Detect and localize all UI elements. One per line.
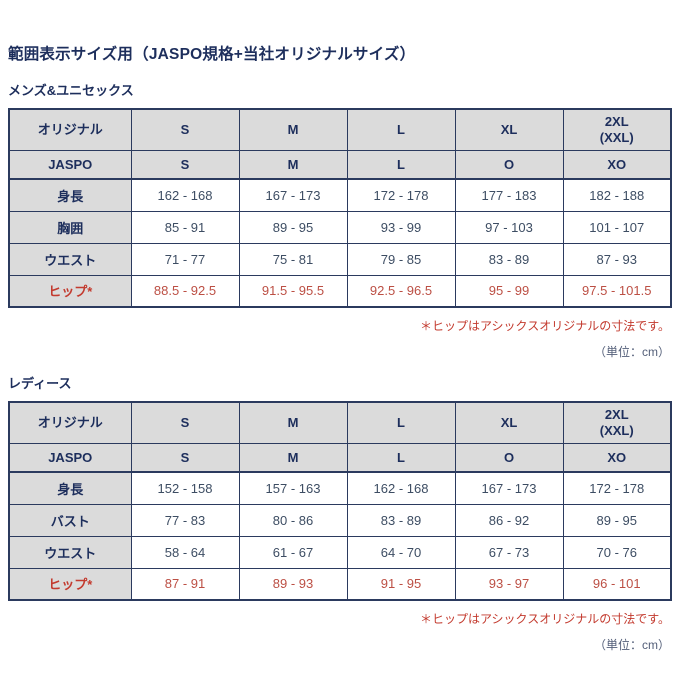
hip-footnote-mens: ＊ヒップはアシックスオリジナルの寸法です。 [420, 319, 670, 333]
size-header-cell: L [346, 443, 456, 473]
size-header-cell: XL [454, 108, 564, 151]
size-header-cell: O [454, 150, 564, 180]
size-cell: 93 - 97 [454, 567, 564, 601]
size-cell: 95 - 99 [454, 274, 564, 308]
mens-size-table: オリジナル S M L XL 2XL (XXL) JASPO S M L O X… [8, 108, 672, 308]
size-cell: 88.5 - 92.5 [130, 274, 240, 308]
size-cell: 79 - 85 [346, 242, 456, 276]
size-cell: 83 - 89 [346, 503, 456, 537]
size-cell: 77 - 83 [130, 503, 240, 537]
size-header-cell: L [346, 401, 456, 444]
size-header-cell: M [238, 401, 348, 444]
table-row: 胸囲 85 - 91 89 - 95 93 - 99 97 - 103 101 … [8, 210, 672, 244]
size-cell: 162 - 168 [346, 471, 456, 505]
size-cell: 182 - 188 [562, 178, 672, 212]
size-cell: 80 - 86 [238, 503, 348, 537]
table-row: 身長 162 - 168 167 - 173 172 - 178 177 - 1… [8, 178, 672, 212]
table-row: JASPO S M L O XO [8, 443, 672, 473]
size-cell: 87 - 91 [130, 567, 240, 601]
size-header-cell: 2XL (XXL) [562, 108, 672, 151]
row-header-cell: ヒップ* [8, 567, 132, 601]
size-cell: 97.5 - 101.5 [562, 274, 672, 308]
hip-footnote-ladies: ＊ヒップはアシックスオリジナルの寸法です。 [420, 612, 670, 626]
size-cell: 167 - 173 [454, 471, 564, 505]
size-header-cell: XO [562, 150, 672, 180]
size-cell: 162 - 168 [130, 178, 240, 212]
size-cell: 167 - 173 [238, 178, 348, 212]
size-cell: 89 - 95 [238, 210, 348, 244]
size-cell: 86 - 92 [454, 503, 564, 537]
row-header-cell: JASPO [8, 443, 132, 473]
size-cell: 70 - 76 [562, 535, 672, 569]
size-cell: 97 - 103 [454, 210, 564, 244]
table-row-hip: ヒップ* 87 - 91 89 - 93 91 - 95 93 - 97 96 … [8, 567, 672, 601]
size-cell: 89 - 95 [562, 503, 672, 537]
section-title-ladies: レディース [8, 376, 72, 391]
size-header-cell: XO [562, 443, 672, 473]
size-header-cell: S [130, 443, 240, 473]
size-header-cell: XL [454, 401, 564, 444]
row-header-cell: JASPO [8, 150, 132, 180]
table-row-hip: ヒップ* 88.5 - 92.5 91.5 - 95.5 92.5 - 96.5… [8, 274, 672, 308]
row-header-cell: オリジナル [8, 108, 132, 151]
size-cell: 172 - 178 [562, 471, 672, 505]
size-header-cell: S [130, 108, 240, 151]
size-cell: 87 - 93 [562, 242, 672, 276]
section-title-mens: メンズ&ユニセックス [8, 83, 134, 98]
size-cell: 58 - 64 [130, 535, 240, 569]
row-header-cell: 身長 [8, 178, 132, 212]
row-header-cell: 身長 [8, 471, 132, 505]
unit-note-mens: （単位：cm） [594, 345, 670, 359]
size-cell: 83 - 89 [454, 242, 564, 276]
row-header-cell: オリジナル [8, 401, 132, 444]
table-row: JASPO S M L O XO [8, 150, 672, 180]
size-cell: 61 - 67 [238, 535, 348, 569]
size-header-cell: L [346, 108, 456, 151]
page-title: 範囲表示サイズ用（JASPO規格+当社オリジナルサイズ） [8, 46, 416, 63]
size-cell: 93 - 99 [346, 210, 456, 244]
size-cell: 96 - 101 [562, 567, 672, 601]
size-header-cell: S [130, 401, 240, 444]
table-row: 身長 152 - 158 157 - 163 162 - 168 167 - 1… [8, 471, 672, 505]
row-header-cell: 胸囲 [8, 210, 132, 244]
ladies-size-table: オリジナル S M L XL 2XL (XXL) JASPO S M L O X… [8, 401, 672, 601]
unit-note-ladies: （単位：cm） [594, 638, 670, 652]
table-row: バスト 77 - 83 80 - 86 83 - 89 86 - 92 89 -… [8, 503, 672, 537]
table-row: オリジナル S M L XL 2XL (XXL) [8, 108, 672, 151]
size-cell: 177 - 183 [454, 178, 564, 212]
size-cell: 172 - 178 [346, 178, 456, 212]
row-header-cell: ウエスト [8, 242, 132, 276]
size-cell: 92.5 - 96.5 [346, 274, 456, 308]
size-header-cell: M [238, 150, 348, 180]
size-cell: 64 - 70 [346, 535, 456, 569]
table-row: オリジナル S M L XL 2XL (XXL) [8, 401, 672, 444]
row-header-cell: ウエスト [8, 535, 132, 569]
size-header-cell: M [238, 108, 348, 151]
row-header-cell: ヒップ* [8, 274, 132, 308]
size-cell: 101 - 107 [562, 210, 672, 244]
row-header-cell: バスト [8, 503, 132, 537]
size-cell: 75 - 81 [238, 242, 348, 276]
size-header-cell: S [130, 150, 240, 180]
size-cell: 152 - 158 [130, 471, 240, 505]
size-header-cell: O [454, 443, 564, 473]
size-cell: 91 - 95 [346, 567, 456, 601]
size-header-cell: L [346, 150, 456, 180]
table-row: ウエスト 58 - 64 61 - 67 64 - 70 67 - 73 70 … [8, 535, 672, 569]
size-cell: 85 - 91 [130, 210, 240, 244]
size-cell: 67 - 73 [454, 535, 564, 569]
size-header-cell: 2XL (XXL) [562, 401, 672, 444]
size-header-cell: M [238, 443, 348, 473]
table-row: ウエスト 71 - 77 75 - 81 79 - 85 83 - 89 87 … [8, 242, 672, 276]
size-cell: 71 - 77 [130, 242, 240, 276]
size-cell: 157 - 163 [238, 471, 348, 505]
size-cell: 91.5 - 95.5 [238, 274, 348, 308]
size-cell: 89 - 93 [238, 567, 348, 601]
